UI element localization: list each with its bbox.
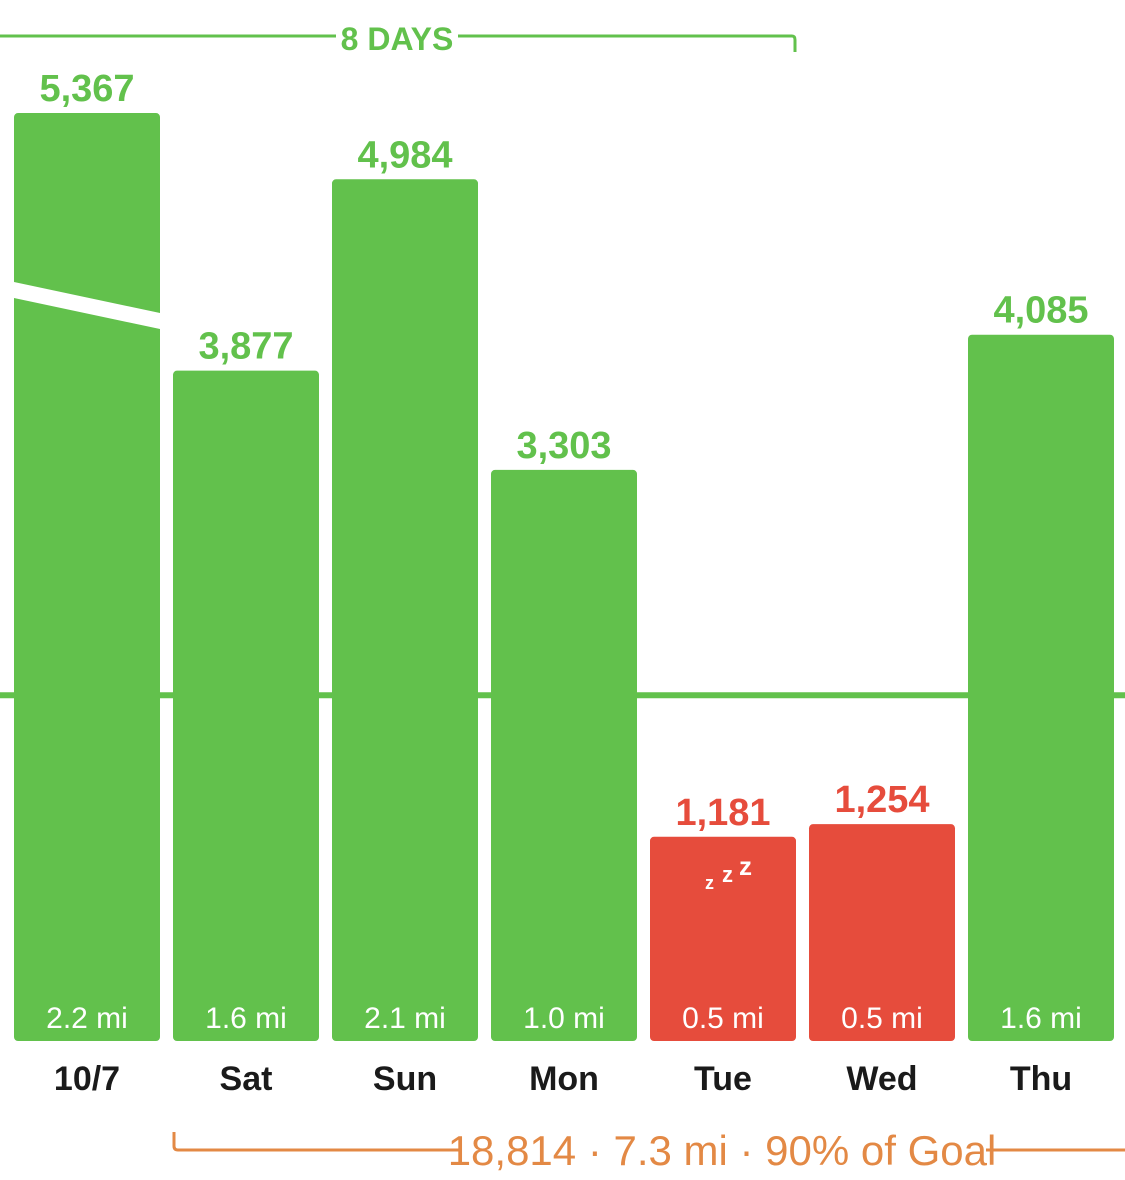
- bar-wed[interactable]: [809, 824, 955, 1041]
- bar-sat[interactable]: [173, 370, 319, 1041]
- summary-label: 18,814 · 7.3 mi · 90% of Goal: [448, 1127, 997, 1174]
- streak-bracket: [0, 34, 797, 52]
- sleep-marker-z: z: [705, 873, 714, 893]
- labels-layer: 5,367 2.2 mi 10/7 3,877 1.6 mi Sat 4,984 2.1 mi…: [39, 68, 1088, 1098]
- day-label: Wed: [846, 1060, 917, 1098]
- sleep-marker-z: z: [739, 851, 752, 881]
- value-label: 3,877: [198, 326, 293, 368]
- bar-tue[interactable]: [650, 836, 796, 1041]
- distance-label: 1.6 mi: [1000, 1002, 1082, 1035]
- value-label: 1,254: [834, 779, 929, 821]
- summary-bracket: [172, 1132, 1125, 1152]
- distance-label: 0.5 mi: [682, 1002, 764, 1035]
- trend-connector: [14, 282, 160, 329]
- bar-thu[interactable]: [968, 334, 1114, 1041]
- value-label: 4,984: [357, 134, 452, 176]
- day-label: Mon: [529, 1060, 599, 1098]
- day-label: 10/7: [54, 1060, 120, 1098]
- brackets-layer: [0, 34, 1125, 1152]
- value-label: 4,085: [993, 290, 1088, 332]
- sleep-marker-z: z: [722, 862, 733, 887]
- bar-10-7[interactable]: [14, 113, 160, 1041]
- day-label: Sun: [373, 1060, 437, 1098]
- bar-sun[interactable]: [332, 179, 478, 1041]
- day-label: Tue: [694, 1060, 752, 1098]
- distance-label: 0.5 mi: [841, 1002, 923, 1035]
- bars-layer: [0, 113, 1114, 1042]
- distance-label: 1.6 mi: [205, 1002, 287, 1035]
- distance-label: 2.1 mi: [364, 1002, 446, 1035]
- streak-label: 8 DAYS: [341, 21, 454, 57]
- bar-mon[interactable]: [491, 469, 637, 1042]
- value-label: 5,367: [39, 68, 134, 110]
- distance-label: 2.2 mi: [46, 1002, 128, 1035]
- value-label: 3,303: [516, 425, 611, 467]
- day-label: Thu: [1010, 1060, 1072, 1098]
- value-label: 1,181: [675, 792, 770, 834]
- day-label: Sat: [220, 1060, 273, 1098]
- distance-label: 1.0 mi: [523, 1002, 605, 1035]
- trend-connector-edge: [0, 278, 14, 298]
